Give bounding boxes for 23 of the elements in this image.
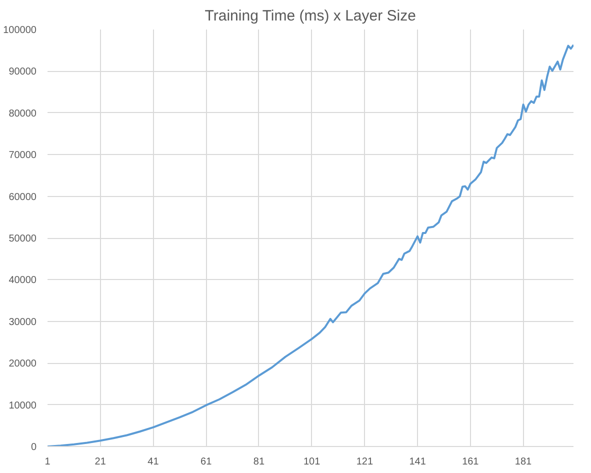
x-tick-label: 61 bbox=[200, 456, 212, 468]
y-tick-label: 40000 bbox=[8, 275, 37, 286]
y-tick-label: 30000 bbox=[8, 316, 37, 328]
x-tick-label: 1 bbox=[44, 456, 51, 468]
y-tick-label: 70000 bbox=[8, 150, 37, 162]
x-tick-label: 141 bbox=[409, 456, 426, 468]
x-tick-label: 121 bbox=[356, 456, 374, 468]
x-tick-label: 81 bbox=[253, 456, 265, 468]
chart-title: Training Time (ms) x Layer Size bbox=[204, 8, 416, 24]
x-tick-label: 161 bbox=[462, 456, 480, 468]
x-tick-label: 181 bbox=[514, 456, 532, 468]
y-tick-label: 90000 bbox=[8, 66, 37, 78]
y-tick-label: 10000 bbox=[8, 400, 37, 412]
x-tick-label: 21 bbox=[94, 456, 106, 468]
x-tick-label: 41 bbox=[148, 456, 160, 468]
y-tick-label: 60000 bbox=[8, 192, 37, 203]
line-series bbox=[48, 44, 574, 446]
y-tick-label: 80000 bbox=[8, 108, 37, 120]
y-tick-label: 20000 bbox=[8, 358, 37, 370]
y-tick-label: 100000 bbox=[3, 25, 37, 36]
y-tick-label: 0 bbox=[30, 442, 37, 453]
x-tick-label: 101 bbox=[303, 456, 321, 468]
y-tick-label: 50000 bbox=[8, 234, 37, 244]
